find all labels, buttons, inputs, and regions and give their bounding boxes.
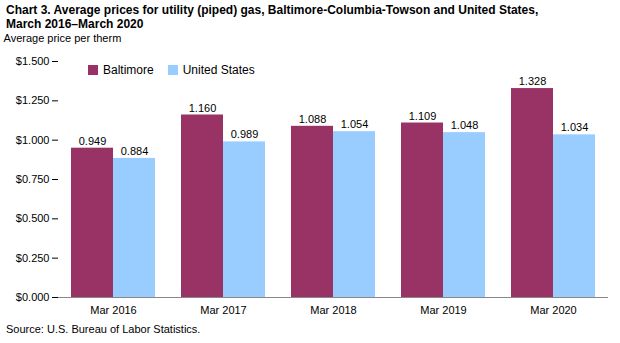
svg-text:0.989: 0.989 xyxy=(231,128,259,140)
svg-text:Mar 2019: Mar 2019 xyxy=(420,304,466,316)
svg-text:$0.500: $0.500 xyxy=(16,212,50,224)
svg-text:0.884: 0.884 xyxy=(121,145,149,157)
svg-text:$0.750: $0.750 xyxy=(16,173,50,185)
svg-text:Mar 2016: Mar 2016 xyxy=(90,304,136,316)
html-text:Chart 3. Average prices for ut: Chart 3. Average prices for utility (pip… xyxy=(6,3,539,31)
html-text:Source: U.S. Bureau of Labor S: Source: U.S. Bureau of Labor Statistics. xyxy=(6,323,201,335)
html-text:Baltimore: Baltimore xyxy=(103,63,154,77)
svg-text:1.160: 1.160 xyxy=(189,102,217,114)
svg-text:1.034: 1.034 xyxy=(561,121,589,133)
svg-text:$0.000: $0.000 xyxy=(16,291,50,303)
svg-text:Mar 2017: Mar 2017 xyxy=(200,304,246,316)
svg-text:0.949: 0.949 xyxy=(79,135,107,147)
svg-text:$1.500: $1.500 xyxy=(16,55,50,67)
svg-text:1.109: 1.109 xyxy=(409,110,437,122)
svg-text:1.048: 1.048 xyxy=(451,119,479,131)
svg-text:$1.250: $1.250 xyxy=(16,94,50,106)
svg-text:$0.250: $0.250 xyxy=(16,252,50,264)
svg-text:1.088: 1.088 xyxy=(299,113,327,125)
svg-text:Mar 2018: Mar 2018 xyxy=(310,304,356,316)
html-text:United States: United States xyxy=(182,63,255,77)
svg-text:Average price per therm: Average price per therm xyxy=(4,32,122,44)
svg-text:Mar 2020: Mar 2020 xyxy=(530,304,576,316)
svg-text:1.054: 1.054 xyxy=(341,118,369,130)
svg-text:$1.000: $1.000 xyxy=(16,134,50,146)
svg-text:1.328: 1.328 xyxy=(519,75,547,87)
